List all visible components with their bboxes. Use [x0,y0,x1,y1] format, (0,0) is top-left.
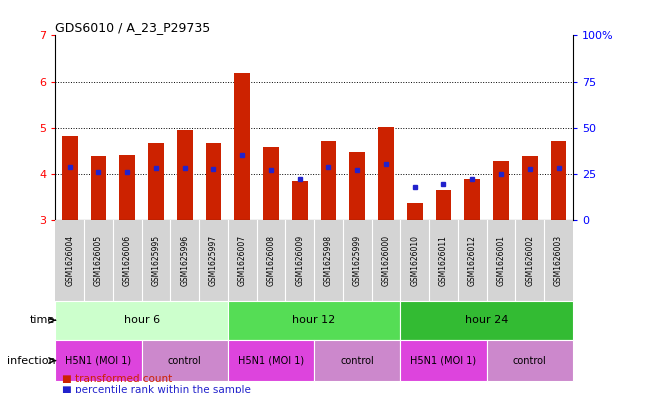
Text: GSM1625995: GSM1625995 [152,235,160,286]
Bar [263,147,279,220]
Text: GSM1626003: GSM1626003 [554,235,563,286]
Text: infection: infection [7,356,55,365]
Text: GSM1625999: GSM1625999 [353,235,362,286]
Bar [487,340,573,381]
Text: ■ percentile rank within the sample: ■ percentile rank within the sample [62,385,251,393]
Text: ■ transformed count: ■ transformed count [62,375,172,384]
Bar [148,143,164,220]
Bar [350,152,365,220]
Text: hour 12: hour 12 [292,315,336,325]
Text: H5N1 (MOI 1): H5N1 (MOI 1) [65,356,132,365]
Text: GSM1626004: GSM1626004 [65,235,74,286]
Text: control: control [340,356,374,365]
Bar [142,340,228,381]
Bar [464,180,480,220]
Text: GSM1626005: GSM1626005 [94,235,103,286]
Text: GSM1626011: GSM1626011 [439,235,448,286]
Text: GSM1626008: GSM1626008 [266,235,275,286]
Text: H5N1 (MOI 1): H5N1 (MOI 1) [410,356,477,365]
Bar [407,202,422,220]
Text: control: control [513,356,547,365]
Text: GDS6010 / A_23_P29735: GDS6010 / A_23_P29735 [55,21,210,34]
Bar [90,156,106,220]
Text: GSM1626010: GSM1626010 [410,235,419,286]
Text: GSM1626000: GSM1626000 [381,235,391,286]
Text: control: control [168,356,202,365]
Bar [314,340,400,381]
Bar [228,301,400,340]
Bar [206,143,221,220]
Bar [62,136,77,220]
Bar [55,301,228,340]
Text: time: time [30,315,55,325]
Text: H5N1 (MOI 1): H5N1 (MOI 1) [238,356,304,365]
Text: hour 6: hour 6 [124,315,159,325]
Text: GSM1626001: GSM1626001 [497,235,505,286]
Bar [400,301,573,340]
Bar [119,154,135,220]
Bar [228,340,314,381]
Bar [177,130,193,220]
Text: GSM1625997: GSM1625997 [209,235,218,286]
Text: GSM1625996: GSM1625996 [180,235,189,286]
Bar [292,181,308,220]
Bar [436,190,451,220]
Bar [400,340,486,381]
Text: GSM1626012: GSM1626012 [468,235,477,286]
Bar [493,161,509,220]
Bar [522,156,538,220]
Bar [320,141,337,220]
Text: GSM1626002: GSM1626002 [525,235,534,286]
Bar [234,73,250,220]
Text: GSM1626006: GSM1626006 [123,235,132,286]
Bar [378,127,394,220]
Text: hour 24: hour 24 [465,315,508,325]
Text: GSM1626009: GSM1626009 [296,235,304,286]
Text: GSM1626007: GSM1626007 [238,235,247,286]
Bar [55,340,142,381]
Bar [551,141,566,220]
Text: GSM1625998: GSM1625998 [324,235,333,286]
